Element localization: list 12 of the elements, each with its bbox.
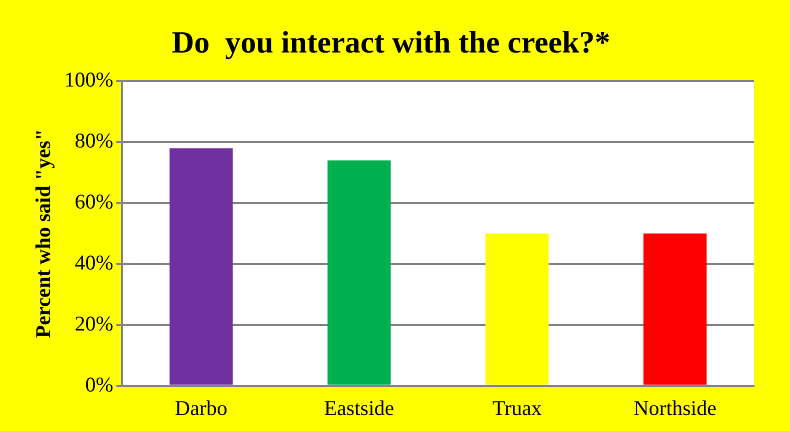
x-tick-label: Darbo [174, 396, 228, 420]
chart-title: Do you interact with the creek?* [172, 24, 610, 60]
x-tick-label: Eastside [324, 396, 394, 420]
y-tick-label: 80% [74, 128, 114, 153]
y-tick-label: 100% [64, 68, 114, 92]
y-tick-label: 60% [74, 190, 114, 214]
y-tick-label: 40% [74, 250, 114, 274]
x-tick-label: Northside [634, 396, 716, 420]
y-axis-title: Percent who said "yes" [31, 129, 56, 338]
y-tick-label: 0% [85, 372, 114, 396]
y-tick-label: 20% [74, 311, 114, 336]
x-tick-label: Truax [492, 396, 542, 420]
